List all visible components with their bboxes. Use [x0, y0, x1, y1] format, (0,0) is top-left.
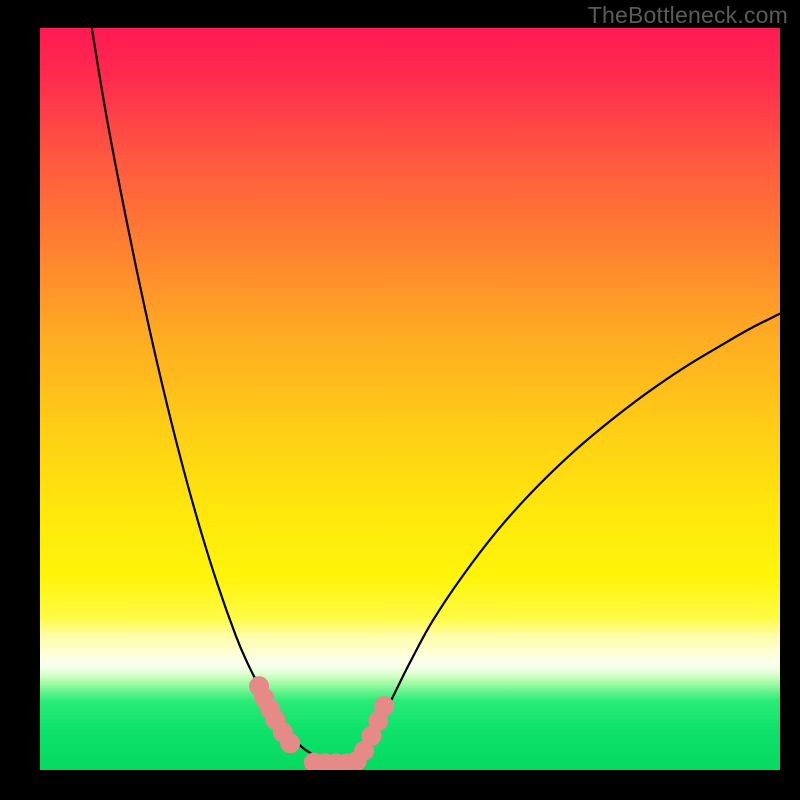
watermark-text: TheBottleneck.com — [588, 2, 788, 29]
marker-dot — [281, 734, 300, 753]
chart-background — [40, 28, 780, 770]
plot-frame — [40, 28, 780, 770]
stage: TheBottleneck.com — [0, 0, 800, 800]
chart-svg — [40, 28, 780, 770]
marker-dot — [375, 697, 394, 716]
